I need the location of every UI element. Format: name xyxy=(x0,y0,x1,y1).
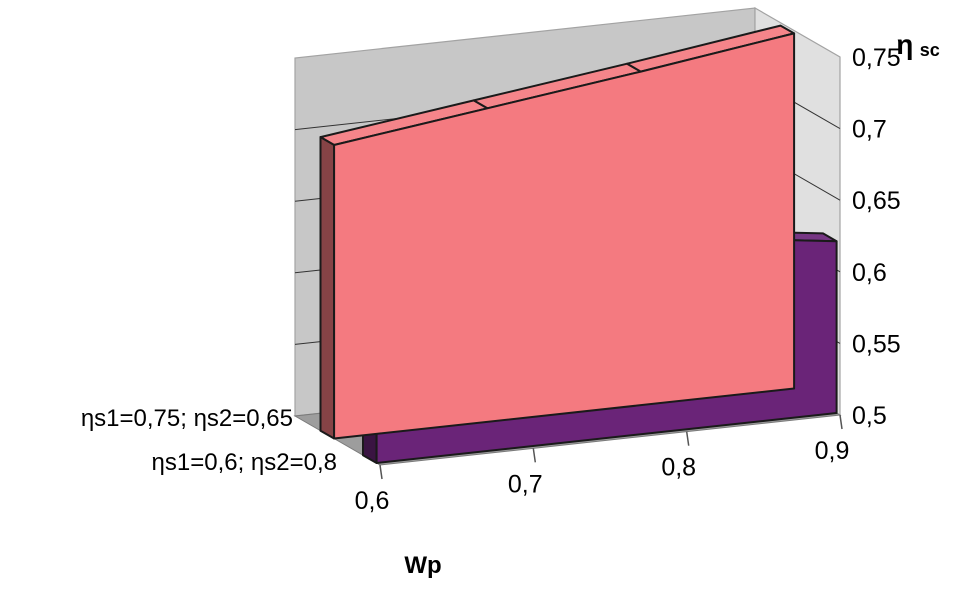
series-label-1: ηs1=0,75; ηs2=0,65 xyxy=(81,405,293,432)
series-layer xyxy=(319,24,838,464)
series-1-ribbon xyxy=(319,24,796,440)
y-tick-label: 0,65 xyxy=(852,187,901,215)
series-1-front-face xyxy=(333,32,796,440)
series-1-end-cap xyxy=(319,136,336,440)
x-tick-mark xyxy=(532,448,537,463)
x-tick-label: 0,6 xyxy=(355,487,390,515)
y-tick-label: 0,5 xyxy=(852,402,887,430)
x-tick-mark xyxy=(379,464,383,480)
y-tick-label: 0,7 xyxy=(852,116,887,144)
y-axis-title-sub: sc xyxy=(920,40,940,60)
series-label-2: ηs1=0,6; ηs2=0,8 xyxy=(152,449,337,476)
y-axis-title-main: η xyxy=(896,29,913,60)
x-tick-mark xyxy=(685,431,690,446)
y-axis-title: η sc xyxy=(896,29,940,60)
tick-labels: 0,5 0,55 0,6 0,65 0,7 0,75 0,6 0,7 0,8 0,9 xyxy=(355,44,901,515)
x-tick-label: 0,9 xyxy=(815,437,850,465)
x-axis-title: Wp xyxy=(404,552,441,579)
x-tick-label: 0,8 xyxy=(661,454,696,482)
y-tick-label: 0,6 xyxy=(852,259,887,287)
y-tick-label: 0,55 xyxy=(852,330,901,358)
x-tick-label: 0,7 xyxy=(508,470,543,498)
x-tick-mark xyxy=(839,414,843,430)
y-tick-label: 0,75 xyxy=(852,44,901,72)
